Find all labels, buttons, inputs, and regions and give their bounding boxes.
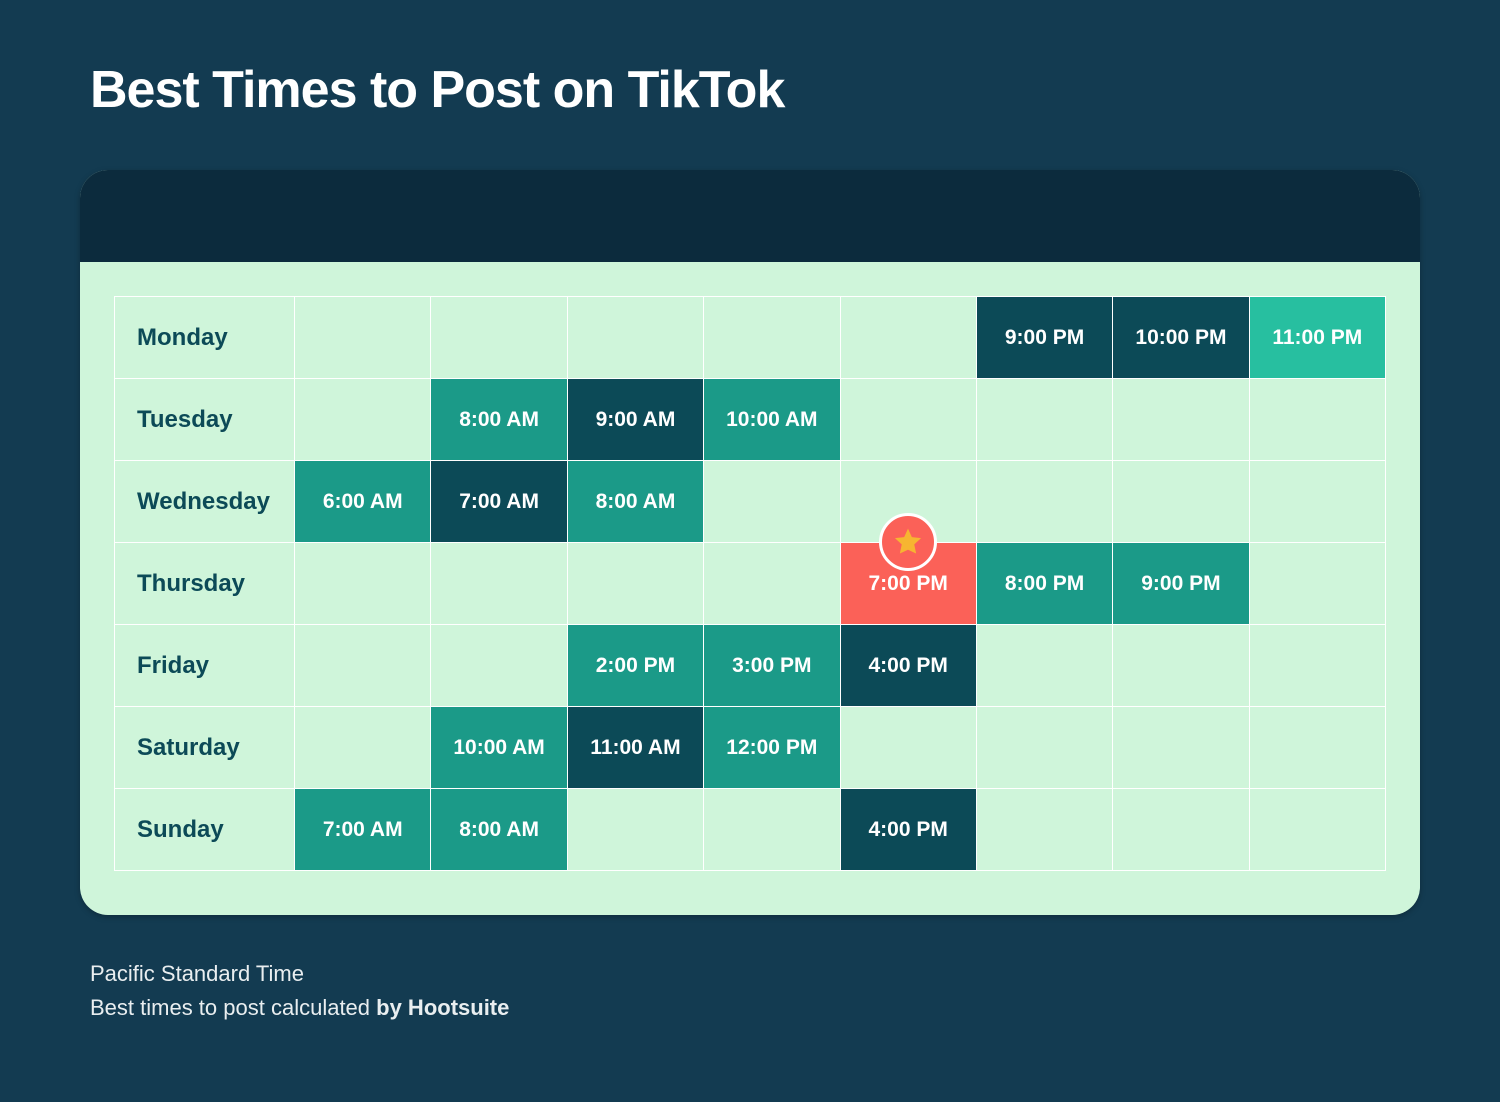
time-cell: 8:00 PM [977, 543, 1113, 625]
star-icon [879, 513, 937, 571]
day-label: Sunday [115, 789, 295, 871]
schedule-grid: Monday 9:00 PM 10:00 PM 11:00 PM Tuesday 8:00… [114, 296, 1386, 871]
time-text: 2:00 PM [596, 654, 675, 678]
time-cell: 7:00 AM [295, 789, 431, 871]
empty-cell [704, 461, 840, 543]
empty-cell [568, 789, 704, 871]
empty-cell [977, 379, 1113, 461]
time-text: 8:00 AM [459, 408, 539, 432]
footer-timezone: Pacific Standard Time [90, 957, 1420, 991]
time-text: 10:00 PM [1135, 326, 1226, 350]
empty-cell [1113, 379, 1249, 461]
time-cell: 11:00 PM [1250, 297, 1386, 379]
empty-cell [295, 297, 431, 379]
time-text: 11:00 AM [590, 736, 680, 760]
time-text: 6:00 AM [323, 490, 403, 514]
time-cell: 7:00 AM [431, 461, 567, 543]
time-cell: 8:00 AM [431, 379, 567, 461]
time-cell: 8:00 AM [568, 461, 704, 543]
card-header-band [80, 170, 1420, 262]
empty-cell [295, 543, 431, 625]
empty-cell [295, 625, 431, 707]
time-cell: 3:00 PM [704, 625, 840, 707]
time-text: 10:00 AM [726, 408, 817, 432]
empty-cell [295, 379, 431, 461]
time-text: 9:00 PM [1005, 326, 1084, 350]
time-cell: 4:00 PM [841, 625, 977, 707]
empty-cell [704, 297, 840, 379]
grid-wrap: Monday 9:00 PM 10:00 PM 11:00 PM Tuesday 8:00… [80, 262, 1420, 915]
empty-cell [1250, 379, 1386, 461]
day-label: Tuesday [115, 379, 295, 461]
time-cell: 12:00 PM [704, 707, 840, 789]
footer-attribution-strong: by Hootsuite [376, 995, 509, 1020]
empty-cell [1250, 707, 1386, 789]
empty-cell [1113, 707, 1249, 789]
time-cell: 10:00 PM [1113, 297, 1249, 379]
footer: Pacific Standard Time Best times to post… [90, 957, 1420, 1025]
time-text: 4:00 PM [869, 654, 948, 678]
time-text: 9:00 PM [1141, 572, 1220, 596]
time-cell: 9:00 PM [1113, 543, 1249, 625]
empty-cell [841, 297, 977, 379]
time-text: 11:00 PM [1272, 326, 1362, 350]
empty-cell [431, 625, 567, 707]
empty-cell [1113, 461, 1249, 543]
time-text: 9:00 AM [596, 408, 676, 432]
empty-cell [1113, 789, 1249, 871]
time-cell: 10:00 AM [431, 707, 567, 789]
day-label: Friday [115, 625, 295, 707]
schedule-card: Monday 9:00 PM 10:00 PM 11:00 PM Tuesday 8:00… [80, 170, 1420, 915]
empty-cell [1113, 625, 1249, 707]
time-cell: 8:00 AM [431, 789, 567, 871]
empty-cell [1250, 625, 1386, 707]
time-cell: 6:00 AM [295, 461, 431, 543]
time-text: 7:00 AM [459, 490, 539, 514]
footer-attribution-prefix: Best times to post calculated [90, 995, 376, 1020]
time-cell: 4:00 PM [841, 789, 977, 871]
time-cell: 7:00 PM [841, 543, 977, 625]
time-text: 12:00 PM [726, 736, 817, 760]
time-cell: 10:00 AM [704, 379, 840, 461]
empty-cell [841, 379, 977, 461]
footer-attribution: Best times to post calculated by Hootsui… [90, 991, 1420, 1025]
time-text: 4:00 PM [869, 818, 948, 842]
time-cell: 11:00 AM [568, 707, 704, 789]
empty-cell [977, 789, 1113, 871]
empty-cell [1250, 789, 1386, 871]
empty-cell [568, 297, 704, 379]
time-cell: 2:00 PM [568, 625, 704, 707]
empty-cell [977, 625, 1113, 707]
time-text: 3:00 PM [732, 654, 811, 678]
time-text: 8:00 AM [459, 818, 539, 842]
time-text: 8:00 PM [1005, 572, 1084, 596]
time-cell: 9:00 PM [977, 297, 1113, 379]
empty-cell [841, 707, 977, 789]
day-label: Thursday [115, 543, 295, 625]
day-label: Wednesday [115, 461, 295, 543]
empty-cell [704, 543, 840, 625]
empty-cell [977, 461, 1113, 543]
time-text: 8:00 AM [596, 490, 676, 514]
empty-cell [977, 707, 1113, 789]
empty-cell [295, 707, 431, 789]
page-title: Best Times to Post on TikTok [90, 60, 1420, 120]
day-label: Saturday [115, 707, 295, 789]
time-text: 10:00 AM [453, 736, 544, 760]
time-text: 7:00 AM [323, 818, 403, 842]
empty-cell [568, 543, 704, 625]
empty-cell [1250, 543, 1386, 625]
empty-cell [431, 543, 567, 625]
time-text: 7:00 PM [869, 572, 948, 596]
day-label: Monday [115, 297, 295, 379]
empty-cell [704, 789, 840, 871]
empty-cell [1250, 461, 1386, 543]
empty-cell [431, 297, 567, 379]
time-cell: 9:00 AM [568, 379, 704, 461]
